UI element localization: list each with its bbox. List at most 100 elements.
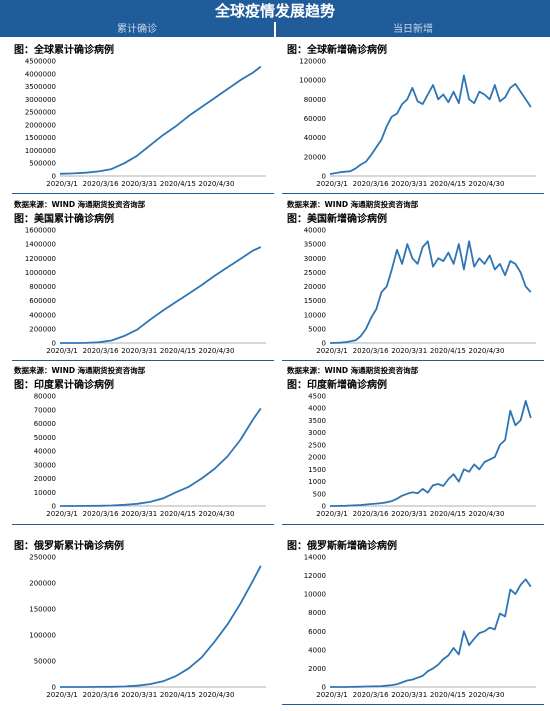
x-tick-label: 2020/3/16 [353, 510, 389, 518]
y-tick-label: 20000 [304, 283, 326, 291]
y-tick-label: 0 [52, 503, 56, 511]
y-tick-label: 30000 [304, 255, 326, 263]
y-tick-label: 40000 [34, 448, 56, 456]
y-tick-label: 200000 [29, 325, 56, 333]
y-tick-label: 20000 [34, 475, 56, 483]
y-tick-label: 1400000 [25, 241, 56, 249]
y-tick-label: 100000 [29, 632, 56, 640]
y-tick-label: 3000000 [25, 96, 56, 104]
y-tick-label: 1200000 [25, 255, 56, 263]
x-tick-label: 2020/3/31 [121, 510, 157, 518]
y-tick-label: 2500000 [25, 109, 56, 117]
y-tick-label: 0 [322, 173, 326, 181]
divider [12, 193, 274, 194]
y-tick-label: 2500 [308, 441, 326, 449]
source-note: 数据来源：WIND 海通期货投资咨询部 [14, 200, 146, 209]
x-tick-label: 2020/3/16 [353, 180, 389, 188]
chart-title-us-new: 图：美国新增确诊病例 [287, 214, 387, 225]
y-tick-label: 30000 [34, 461, 56, 469]
y-tick-label: 1000000 [25, 269, 56, 277]
x-tick-label: 2020/4/30 [199, 180, 235, 188]
y-tick-label: 50000 [34, 434, 56, 442]
x-tick-label: 2020/3/16 [83, 180, 119, 188]
x-tick-label: 2020/3/1 [46, 347, 77, 355]
chart-india-new: 0 500 1000 1500 2000 2500 3000 3500 4000 4500 2020… [308, 393, 536, 518]
x-tick-label: 2020/3/31 [121, 347, 157, 355]
y-tick-label: 4000 [308, 646, 326, 654]
x-tick-label: 2020/4/30 [469, 691, 505, 699]
chart-title-global-cum: 图：全球累计确诊病例 [14, 45, 114, 56]
chart-india-cumulative: 0 10000 20000 30000 40000 50000 60000 70000 8000… [34, 393, 266, 518]
y-tick-label: 80000 [34, 393, 56, 401]
divider [282, 524, 544, 525]
chart-global-cumulative: 0 500000 1000000 1500000 2000000 2500000 30000… [25, 58, 266, 188]
x-tick-label: 2020/3/1 [46, 180, 77, 188]
y-tick-label: 3000 [308, 429, 326, 437]
y-tick-label: 6000 [308, 628, 326, 636]
y-tick-label: 0 [52, 173, 56, 181]
y-tick-label: 40000 [304, 227, 326, 235]
y-tick-label: 600000 [29, 297, 56, 305]
y-tick-label: 80000 [304, 96, 326, 104]
y-tick-label: 0 [322, 503, 326, 511]
y-tick-label: 1500000 [25, 134, 56, 142]
chart-title-india-cum: 图：印度累计确诊病例 [14, 380, 114, 391]
y-tick-label: 120000 [299, 58, 326, 66]
y-tick-label: 2000 [308, 665, 326, 673]
chart-russia-cumulative: 0 50000 100000 150000 200000 250000 2020/3/1 20… [29, 554, 266, 699]
y-tick-label: 60000 [34, 420, 56, 428]
y-tick-label: 5000 [308, 325, 326, 333]
y-tick-label: 10000 [304, 591, 326, 599]
x-tick-label: 2020/3/16 [353, 691, 389, 699]
y-tick-label: 8000 [308, 609, 326, 617]
x-tick-label: 2020/4/15 [430, 691, 466, 699]
chart-title-us-cum: 图：美国累计确诊病例 [14, 214, 114, 225]
x-tick-label: 2020/3/1 [316, 347, 347, 355]
x-tick-label: 2020/3/31 [121, 180, 157, 188]
divider [282, 704, 544, 705]
chart-global-new: 0 20000 40000 60000 80000 100000 120000 2020/3/… [299, 58, 536, 188]
y-tick-label: 25000 [304, 269, 326, 277]
source-note: 数据来源：WIND 海通期货投资咨询部 [287, 366, 419, 375]
chart-us-cumulative: 0 200000 400000 600000 800000 1000000 1200000 1… [25, 227, 266, 355]
y-tick-label: 0 [322, 340, 326, 348]
tab-cumulative[interactable]: 累计确诊 [0, 22, 274, 37]
series-line [60, 565, 262, 688]
x-tick-label: 2020/3/31 [391, 691, 427, 699]
chart-title-global-new: 图：全球新增确诊病例 [287, 45, 387, 56]
y-tick-label: 4000 [308, 405, 326, 413]
divider [282, 193, 544, 194]
y-tick-label: 1000 [308, 478, 326, 486]
y-tick-label: 70000 [34, 406, 56, 414]
source-note: 数据来源：WIND 海通期货投资咨询部 [287, 200, 419, 209]
x-tick-label: 2020/4/30 [199, 510, 235, 518]
y-tick-label: 3500000 [25, 83, 56, 91]
x-tick-label: 2020/4/15 [430, 510, 466, 518]
y-tick-label: 2000000 [25, 121, 56, 129]
x-tick-label: 2020/4/15 [160, 180, 196, 188]
y-tick-label: 10000 [34, 489, 56, 497]
x-tick-label: 2020/4/30 [199, 347, 235, 355]
y-tick-label: 60000 [304, 115, 326, 123]
x-tick-label: 2020/3/16 [83, 510, 119, 518]
x-tick-label: 2020/3/16 [83, 347, 119, 355]
y-tick-label: 14000 [304, 554, 326, 562]
x-tick-label: 2020/3/16 [353, 347, 389, 355]
y-tick-label: 150000 [29, 606, 56, 614]
divider [12, 524, 274, 525]
x-tick-label: 2020/3/1 [316, 691, 347, 699]
x-tick-label: 2020/4/30 [199, 691, 235, 699]
y-tick-label: 0 [322, 684, 326, 692]
series-line [60, 407, 262, 507]
series-line [60, 246, 262, 344]
y-tick-label: 35000 [304, 241, 326, 249]
x-tick-label: 2020/4/30 [469, 347, 505, 355]
y-tick-label: 1000000 [25, 147, 56, 155]
divider [282, 360, 544, 361]
y-tick-label: 1500 [308, 466, 326, 474]
tab-daily-new[interactable]: 当日新增 [276, 22, 550, 37]
x-tick-label: 2020/4/15 [160, 347, 196, 355]
y-tick-label: 400000 [29, 311, 56, 319]
y-tick-label: 1600000 [25, 227, 56, 235]
x-tick-label: 2020/3/1 [316, 510, 347, 518]
